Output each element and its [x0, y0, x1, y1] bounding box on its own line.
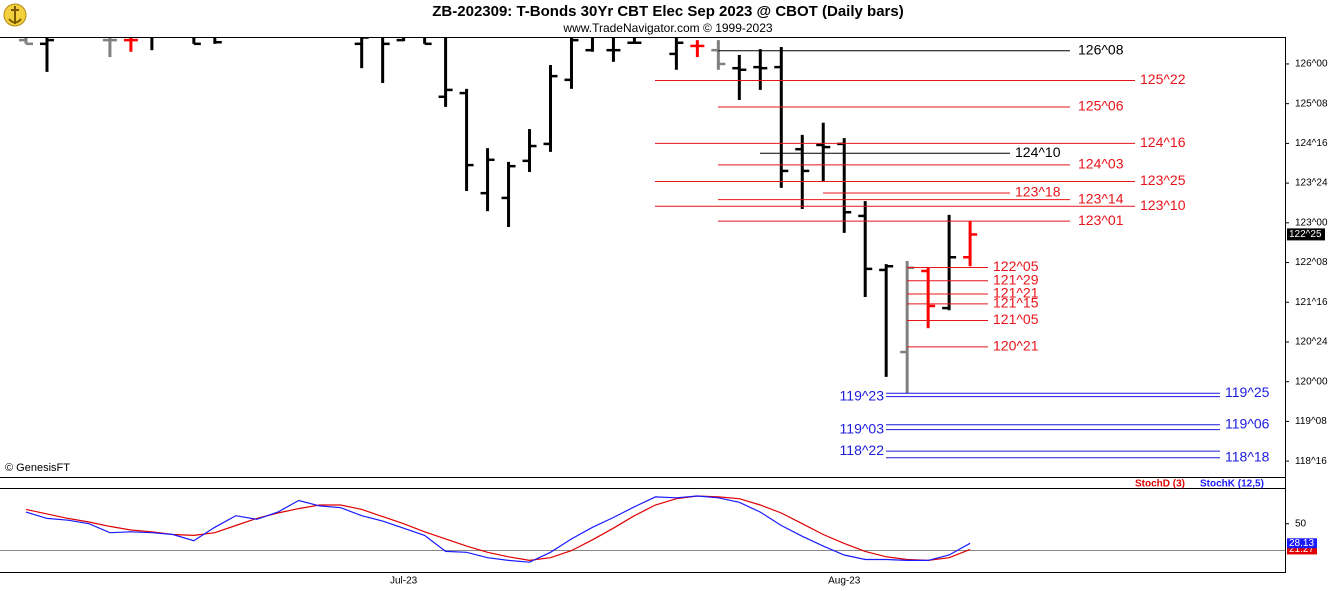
level-label: 120^21 [993, 338, 1039, 354]
y-tick-label: 120^24 [1295, 337, 1328, 348]
last-value-box [1287, 544, 1317, 555]
y-tick-label: 50 [1295, 518, 1307, 529]
stoch-line [25, 495, 971, 562]
y-tick-label: 126^00 [1295, 59, 1328, 70]
level-label: 121^29 [993, 271, 1039, 287]
last-value-label: 21.27 [1289, 544, 1314, 555]
level-label: 119^06 [1225, 415, 1270, 431]
annotation: © GenesisFT [5, 462, 70, 474]
level-label: 122^05 [993, 258, 1039, 274]
level-label: 123^18 [1015, 184, 1061, 200]
axes: 126^00 125^08 124^16 123^24 123^00 122^08 121^… [390, 41, 1328, 586]
level-label: 118^18 [1225, 449, 1270, 465]
y-tick-label: 122^08 [1295, 257, 1328, 268]
level-label: 121^15 [993, 295, 1039, 311]
level-label: 121^21 [993, 285, 1039, 301]
level-label: 119^03 [840, 420, 885, 436]
level-label: 125^06 [1078, 98, 1124, 114]
level-label: 123^14 [1078, 190, 1124, 206]
y-tick-label: 123^24 [1295, 178, 1328, 189]
price-panel [19, 38, 1220, 459]
level-label: 119^23 [840, 387, 885, 403]
level-label: 119^25 [1225, 384, 1270, 400]
y-tick-label: 123^00 [1295, 217, 1328, 228]
y-tick-label: 121^16 [1295, 297, 1328, 308]
x-tick-label: Jul-23 [390, 576, 418, 587]
x-tick-label: Aug-23 [828, 576, 861, 587]
last-price-box [1287, 228, 1325, 241]
chart-title: ZB-202309: T-Bonds 30Yr CBT Elec Sep 202… [432, 3, 903, 20]
level-label: 121^05 [993, 311, 1039, 327]
y-tick-label: 120^00 [1295, 376, 1328, 387]
y-tick-label: 125^08 [1295, 98, 1328, 109]
last-price-label: 122^25 [1289, 229, 1322, 240]
level-label: 124^16 [1140, 134, 1186, 150]
level-label: 124^10 [1015, 144, 1061, 160]
y-tick-label: 119^08 [1295, 416, 1327, 427]
last-value-label: 28.13 [1289, 538, 1314, 549]
last-value-box [1287, 538, 1317, 549]
legend-label: StochD (3) [1135, 479, 1185, 490]
level-label: 125^22 [1140, 71, 1186, 87]
logo [3, 3, 27, 27]
level-label: 123^25 [1140, 172, 1186, 188]
level-label: 126^08 [1078, 41, 1124, 57]
y-tick-label: 124^16 [1295, 138, 1328, 149]
level-label: 118^22 [840, 442, 885, 458]
legend-label: StochK (12,5) [1200, 479, 1264, 490]
level-label: 123^01 [1078, 212, 1124, 228]
stochastic-panel [0, 495, 1285, 563]
level-label: 124^03 [1078, 156, 1124, 172]
y-tick-label: 118^16 [1295, 456, 1327, 467]
level-label: 123^10 [1140, 197, 1186, 213]
chart-subtitle: www.TradeNavigator.com © 1999-2023 [562, 21, 772, 35]
stoch-line [25, 495, 971, 563]
